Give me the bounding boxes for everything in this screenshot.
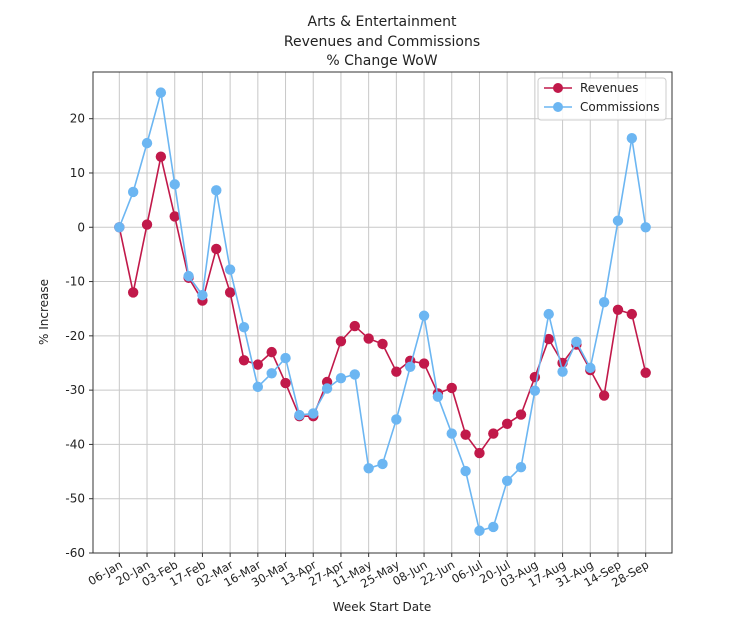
plot-frame <box>92 71 673 554</box>
data-point-revenues <box>266 346 277 358</box>
data-point-commissions <box>626 133 638 144</box>
data-point-revenues <box>446 382 457 394</box>
data-point-commissions <box>169 179 180 190</box>
data-point-commissions <box>488 521 499 533</box>
data-point-commissions <box>294 409 305 421</box>
data-point-revenues <box>363 333 374 344</box>
data-point-revenues <box>460 429 471 440</box>
data-point-revenues <box>252 359 264 370</box>
x-axis-label: Week Start Date <box>333 600 432 614</box>
data-point-commissions <box>501 475 513 486</box>
legend: Revenues Commissions <box>537 77 667 121</box>
y-tick-label: -40 <box>65 437 85 451</box>
data-point-commissions <box>474 525 485 536</box>
data-point-revenues <box>488 428 499 439</box>
legend-label-revenues: Revenues <box>580 81 639 95</box>
data-point-commissions <box>141 137 153 149</box>
data-point-revenues <box>155 151 167 162</box>
data-point-commissions <box>418 310 430 321</box>
y-tick-label: 20 <box>70 112 85 126</box>
y-tick-label: -10 <box>65 275 85 289</box>
data-point-commissions <box>405 361 416 372</box>
data-point-revenues <box>391 366 402 377</box>
data-point-commissions <box>349 369 360 380</box>
data-point-revenues <box>377 338 388 350</box>
data-point-revenues <box>626 308 638 320</box>
y-tick-label: -60 <box>65 546 85 560</box>
data-point-revenues <box>598 390 610 401</box>
data-point-commissions <box>515 462 527 473</box>
data-point-commissions <box>127 186 139 198</box>
data-point-commissions <box>391 414 402 425</box>
data-point-commissions <box>335 372 347 384</box>
data-point-commissions <box>363 463 374 474</box>
data-point-revenues <box>224 287 236 298</box>
legend-marker-revenues <box>553 83 563 93</box>
data-point-commissions <box>571 336 582 348</box>
legend-marker-commissions <box>553 102 563 112</box>
data-point-revenues <box>141 219 153 230</box>
data-point-commissions <box>183 270 194 282</box>
data-point-revenues <box>349 320 360 332</box>
data-point-revenues <box>335 336 347 347</box>
y-tick-label: 10 <box>70 166 85 180</box>
y-tick-label: -50 <box>65 492 85 506</box>
data-point-revenues <box>238 355 250 366</box>
legend-label-commissions: Commissions <box>580 100 659 114</box>
data-point-revenues <box>280 377 291 389</box>
data-point-commissions <box>252 381 264 393</box>
data-point-commissions <box>114 222 125 233</box>
data-point-commissions <box>266 368 277 379</box>
data-point-commissions <box>460 465 471 477</box>
y-tick-label: 0 <box>77 220 85 234</box>
y-tick-label: -30 <box>65 383 85 397</box>
data-point-commissions <box>598 296 610 308</box>
data-point-commissions <box>308 408 319 419</box>
data-point-commissions <box>585 362 596 374</box>
data-point-commissions <box>640 222 651 233</box>
data-point-revenues <box>501 418 513 429</box>
data-point-revenues <box>418 358 430 369</box>
data-point-commissions <box>432 391 444 402</box>
data-point-revenues <box>169 211 180 222</box>
chart-title-line-2: Revenues and Commissions <box>284 34 480 50</box>
data-point-revenues <box>211 243 222 255</box>
data-point-revenues <box>640 367 651 378</box>
series-line-revenues <box>118 156 647 455</box>
data-point-commissions <box>543 308 554 320</box>
data-point-commissions <box>377 458 388 470</box>
data-point-revenues <box>612 304 624 315</box>
data-point-revenues <box>474 447 485 459</box>
data-point-commissions <box>238 321 250 333</box>
data-point-commissions <box>321 383 333 394</box>
chart-title-line-1: Arts & Entertainment <box>308 14 457 30</box>
data-point-revenues <box>543 333 554 345</box>
data-point-commissions <box>612 215 624 226</box>
data-point-commissions <box>557 366 568 377</box>
y-tick-label: -20 <box>65 329 85 343</box>
data-point-commissions <box>155 87 167 98</box>
chart-title-line-3: % Change WoW <box>326 53 437 69</box>
data-point-commissions <box>197 289 208 301</box>
data-point-commissions <box>529 385 541 396</box>
data-point-revenues <box>127 287 139 298</box>
data-point-commissions <box>211 185 222 196</box>
data-point-commissions <box>446 428 457 439</box>
data-point-commissions <box>280 352 291 364</box>
data-point-commissions <box>224 264 236 275</box>
y-axis-label: % Increase <box>37 279 51 345</box>
data-point-revenues <box>515 409 527 420</box>
